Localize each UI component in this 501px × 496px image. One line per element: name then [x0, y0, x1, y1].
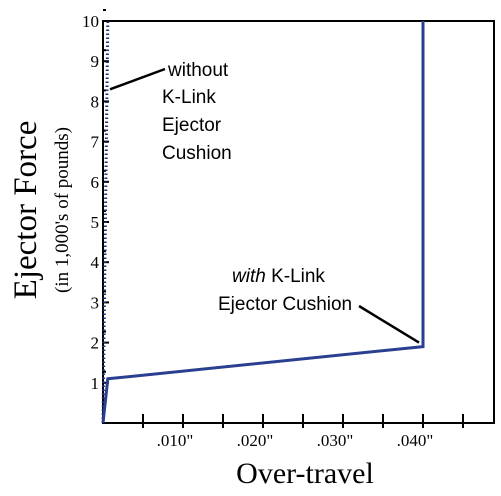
y-tick-label: 7	[91, 133, 100, 152]
y-tick-label: 1	[91, 374, 100, 393]
without-annotation-leader	[109, 67, 166, 91]
series-group	[101, 20, 425, 424]
series-line-1	[101, 21, 425, 424]
with-annotation-line-1: with K-Link	[232, 266, 325, 287]
without-annotation-line-4: Cushion	[162, 143, 232, 164]
without-annotation-line-3: Ejector	[162, 115, 222, 136]
without-annotation: without K-Link Ejector Cushion	[162, 60, 232, 164]
plot-border	[102, 20, 495, 424]
without-annotation-line-1: without	[167, 60, 229, 81]
y-tick-label: 9	[91, 52, 100, 71]
x-axis-title: Over-travel	[236, 457, 374, 490]
with-annotation: with K-Link Ejector Cushion	[218, 266, 352, 315]
with-annotation-line-2: Ejector Cushion	[218, 294, 352, 315]
x-tick-label: .020"	[237, 431, 274, 450]
with-annotation-emphasis: with	[232, 266, 266, 287]
annotation-leaders	[109, 67, 420, 344]
with-annotation-leader	[358, 304, 420, 344]
y-tick-label: 5	[91, 213, 100, 232]
y-tick-label: 10	[82, 12, 99, 31]
plot-frame	[102, 20, 495, 424]
x-tick-label: .040"	[397, 431, 434, 450]
with-annotation-rest: K-Link	[266, 266, 326, 287]
x-tick-label: .010"	[157, 431, 194, 450]
y-tick-label: 2	[91, 334, 100, 353]
y-tick-label: 4	[91, 253, 100, 272]
without-annotation-line-2: K-Link	[162, 87, 216, 108]
y-axis-subtitle: (in 1,000's of pounds)	[52, 127, 73, 293]
y-axis-title: Ejector Force	[8, 121, 44, 300]
y-tick-label: 3	[91, 293, 100, 312]
x-axis-ticks: .010" .020" .030" .040"	[142, 414, 464, 450]
series-line-0	[101, 20, 110, 424]
y-tick-label: 6	[91, 173, 100, 192]
y-tick-label: 8	[91, 92, 100, 111]
x-tick-label: .030"	[317, 431, 354, 450]
y-axis-ticks: 1 2 3 4 5 6 7 8 9 10	[82, 9, 109, 393]
